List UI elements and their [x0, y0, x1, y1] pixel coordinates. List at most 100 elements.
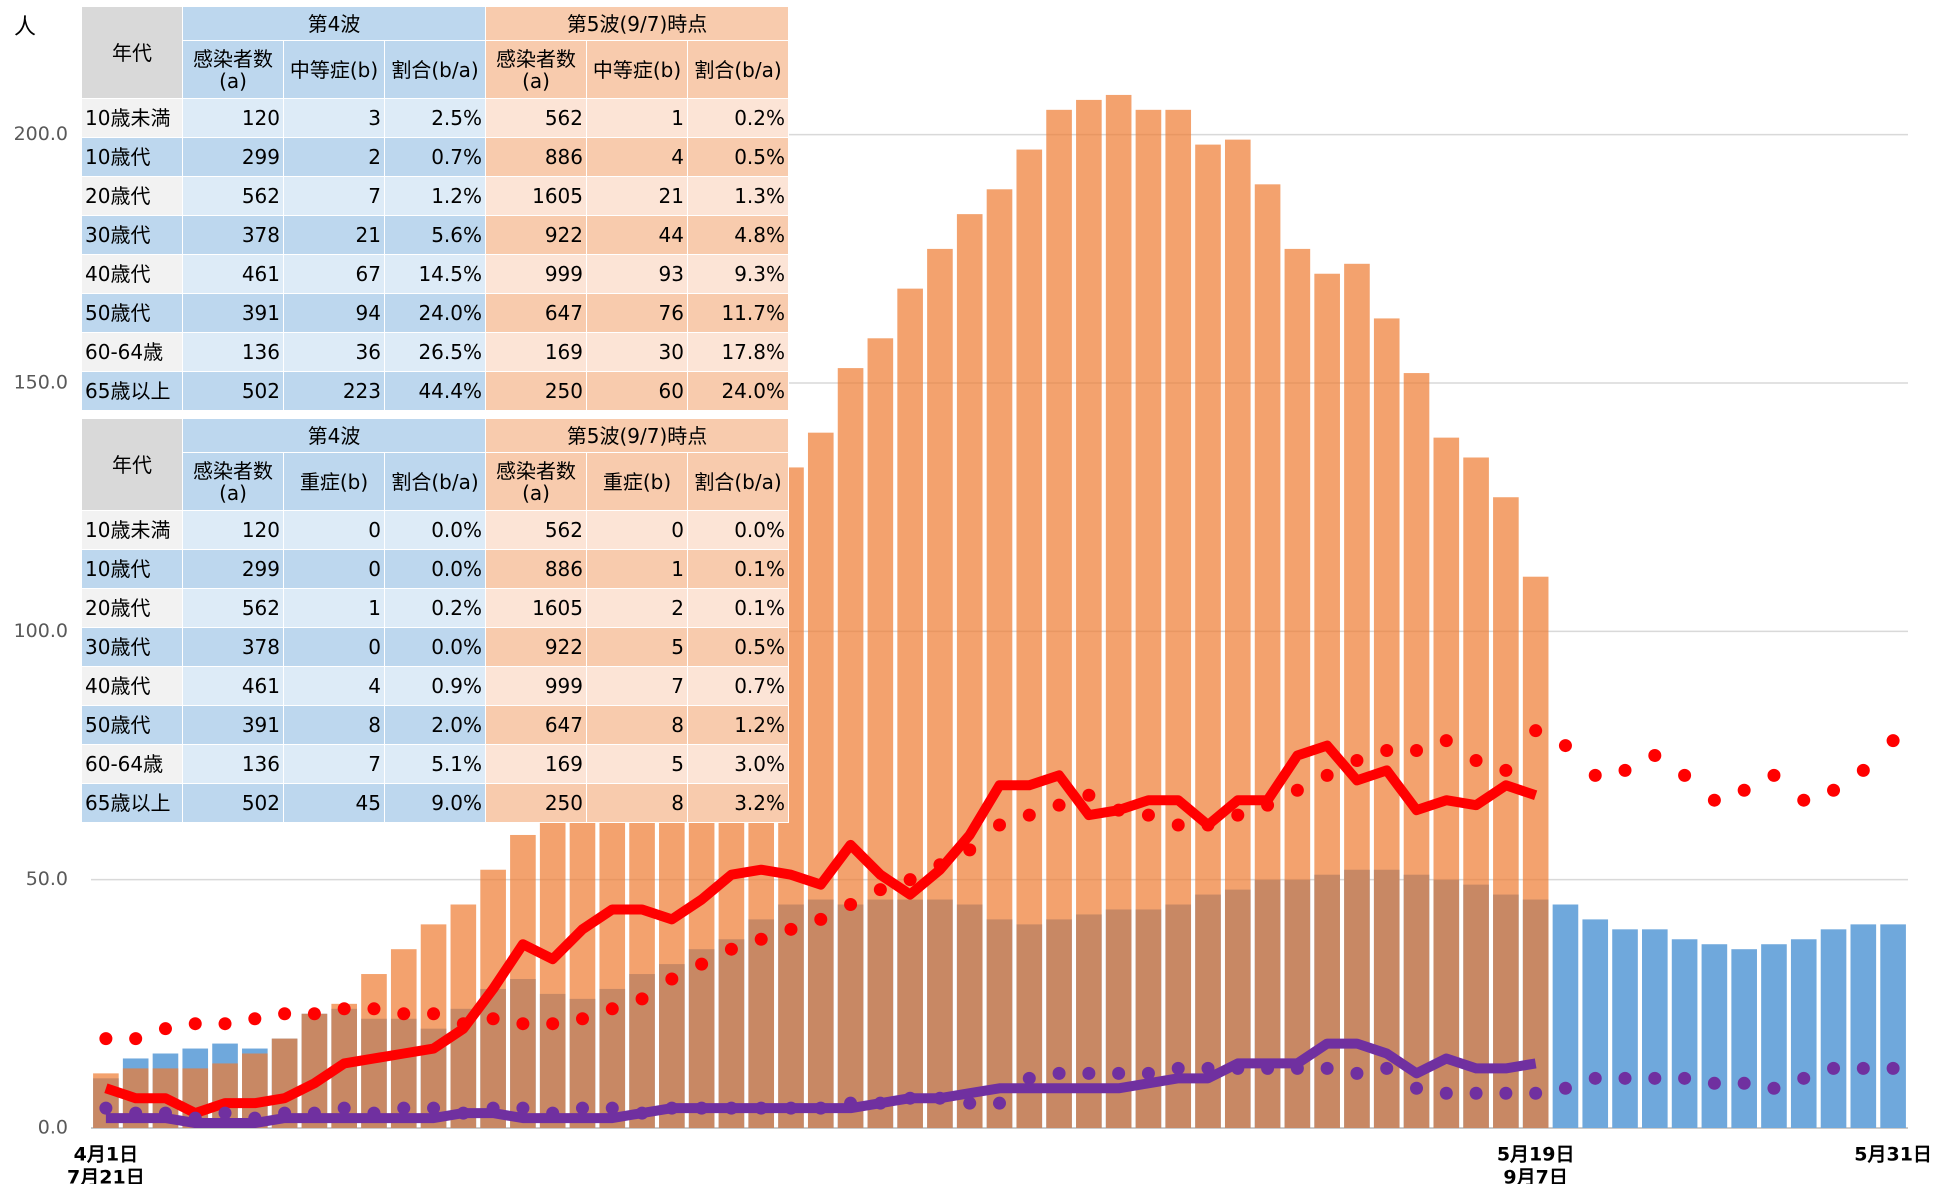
dot [1320, 768, 1334, 782]
bar [1582, 919, 1609, 1128]
table-cell: 3.2% [687, 783, 789, 823]
table-cell: 21 [283, 215, 385, 255]
dot [1022, 1071, 1036, 1085]
table-cell: 1605 [485, 588, 587, 628]
dot [516, 1101, 530, 1115]
dot [695, 957, 709, 971]
table-row: 30歳代 378 0 0.0% 922 5 0.5% [81, 627, 789, 667]
dot [1380, 744, 1394, 758]
table-row: 40歳代 461 4 0.9% 999 7 0.7% [81, 666, 789, 706]
bar [510, 834, 536, 1128]
table-cell: 120 [182, 98, 284, 138]
dot [1648, 749, 1662, 762]
bar [1790, 939, 1817, 1128]
table-cell: 65歳以上 [81, 783, 183, 823]
table-cell: 1.2% [687, 705, 789, 745]
bar [1820, 929, 1847, 1128]
header-cell: 重症(b) [586, 452, 688, 511]
table-cell: 0.2% [687, 98, 789, 138]
dot [1141, 808, 1155, 822]
table-cell: 4 [586, 137, 688, 177]
table-cell: 223 [283, 371, 385, 411]
table-cell: 44.4% [384, 371, 486, 411]
table-cell: 250 [485, 783, 587, 823]
x-tick-label-2: 9月7日 [1503, 1167, 1567, 1184]
dot [1707, 793, 1721, 807]
table-cell: 1 [586, 98, 688, 138]
table-cell: 93 [586, 254, 688, 294]
table-row: 50歳代 391 8 2.0% 647 8 1.2% [81, 705, 789, 745]
table-row: 10歳未満 120 3 2.5% 562 1 0.2% [81, 98, 789, 138]
table-cell: 60 [586, 371, 688, 411]
y-tick-label: 200.0 [14, 123, 68, 145]
table-row: 60-64歳 136 7 5.1% 169 5 3.0% [81, 744, 789, 784]
table-cell: 5.1% [384, 744, 486, 784]
dot [1499, 763, 1513, 777]
table-moderate: 年代 第4波 第5波(9/7)時点 感染者数 (a) 中等症(b) 割合(b/a) 感染者数… [81, 6, 789, 411]
dot [1171, 818, 1185, 832]
table-cell: 14.5% [384, 254, 486, 294]
bar [1373, 318, 1400, 1128]
table-cell: 40歳代 [81, 666, 183, 706]
bar [1433, 437, 1460, 1129]
dot [1886, 734, 1900, 748]
table-cell: 1.3% [687, 176, 789, 216]
bar [807, 432, 834, 1129]
table-cell: 0.1% [687, 588, 789, 628]
dot [1618, 763, 1632, 777]
dot [188, 1017, 202, 1031]
table-cell: 4.8% [687, 215, 789, 255]
table-cell: 562 [182, 176, 284, 216]
table-cell: 169 [485, 332, 587, 372]
dot [1558, 739, 1572, 753]
table-cell: 0 [283, 510, 385, 550]
bar [1463, 457, 1489, 1128]
header-cell: 第4波 [182, 6, 486, 41]
table-cell: 0.2% [384, 588, 486, 628]
table-cell: 5 [586, 627, 688, 667]
dot [1648, 1071, 1662, 1085]
dot [1439, 734, 1453, 748]
table-cell: 9.0% [384, 783, 486, 823]
table-cell: 120 [182, 510, 284, 550]
dot [1290, 783, 1304, 797]
dot [605, 1101, 619, 1115]
header-cell: 中等症(b) [283, 40, 385, 99]
dot [1678, 1071, 1692, 1085]
x-tick-label: 5月31日 [1854, 1144, 1932, 1166]
table-cell: 5 [586, 744, 688, 784]
dot [724, 942, 738, 956]
table-cell: 17.8% [687, 332, 789, 372]
dot [1588, 768, 1602, 782]
table-cell: 647 [485, 293, 587, 333]
y-tick-label: 100.0 [14, 620, 68, 642]
table-cell: 94 [283, 293, 385, 333]
bar [569, 775, 596, 1128]
dot [635, 992, 649, 1006]
dot [1439, 1086, 1453, 1100]
table-cell: 0.1% [687, 549, 789, 589]
dot [1231, 808, 1245, 822]
header-row: 年代 第4波 第5波(9/7)時点 [81, 418, 789, 511]
dot [1797, 793, 1811, 807]
bar [1761, 944, 1787, 1128]
table-cell: 299 [182, 137, 284, 177]
table-cell: 5.6% [384, 215, 486, 255]
dot [1618, 1071, 1632, 1085]
header-cell: 年代 [81, 6, 183, 99]
table-cell: 2.5% [384, 98, 486, 138]
dot [1082, 1066, 1096, 1080]
table-cell: 36 [283, 332, 385, 372]
table-cell: 562 [485, 98, 587, 138]
dot [1410, 744, 1424, 758]
unit-label: 人 [14, 15, 36, 40]
table-cell: 0.0% [384, 510, 486, 550]
dot [1707, 1076, 1721, 1090]
dot [486, 1012, 500, 1026]
dot [1141, 1066, 1155, 1080]
table-cell: 391 [182, 705, 284, 745]
table-cell: 0.0% [384, 627, 486, 667]
y-tick-label: 0.0 [38, 1117, 68, 1139]
dot [1588, 1071, 1602, 1085]
table-cell: 20歳代 [81, 588, 183, 628]
